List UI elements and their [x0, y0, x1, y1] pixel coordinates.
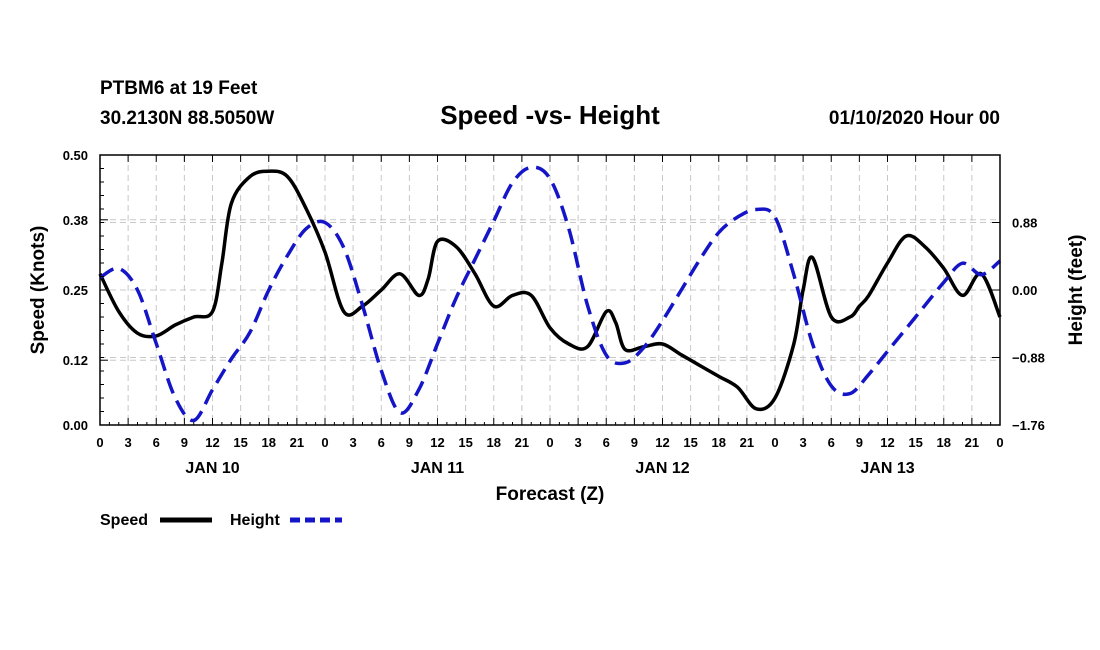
x-tick-label: 21 [515, 435, 529, 450]
x-tick-label: 0 [996, 435, 1003, 450]
y-tick-label: 0.25 [63, 283, 88, 298]
y-tick-label: 0.12 [63, 353, 88, 368]
y2-tick-label: 0.88 [1012, 216, 1037, 231]
x-tick-label: 21 [290, 435, 304, 450]
y2-tick-label: 0.00 [1012, 283, 1037, 298]
x-tick-label: 9 [856, 435, 863, 450]
x-tick-label: 18 [262, 435, 276, 450]
chart-title: Speed -vs- Height [440, 100, 660, 130]
x-tick-label: 6 [378, 435, 385, 450]
legend: Speed Height [100, 512, 342, 529]
x-tick-label: 6 [153, 435, 160, 450]
day-label: JAN 13 [860, 460, 914, 477]
day-label: JAN 11 [411, 460, 464, 477]
x-tick-label: 12 [205, 435, 219, 450]
y2-tick-labels: −1.76 −0.88 0.00 0.88 [1012, 216, 1045, 434]
station-label: PTBM6 at 19 Feet [100, 78, 258, 99]
run-time-label: 01/10/2020 Hour 00 [829, 108, 1000, 129]
x-tick-label: 3 [800, 435, 807, 450]
y-axis-title: Speed (Knots) [28, 226, 49, 355]
x-tick-label: 15 [233, 435, 247, 450]
x-tick-label: 6 [603, 435, 610, 450]
x-tick-label: 0 [321, 435, 328, 450]
x-tick-label: 18 [937, 435, 951, 450]
x-tick-label: 12 [430, 435, 444, 450]
x-tick-label: 0 [771, 435, 778, 450]
x-tick-label: 9 [181, 435, 188, 450]
series-lines [98, 165, 1002, 423]
x-tick-label: 15 [458, 435, 472, 450]
x-tick-label: 9 [631, 435, 638, 450]
x-tick-label: 3 [350, 435, 357, 450]
x-tick-label: 3 [575, 435, 582, 450]
day-labels: JAN 10 JAN 11 JAN 12 JAN 13 [185, 460, 914, 477]
y-tick-label: 0.50 [63, 148, 88, 163]
x-tick-label: 6 [828, 435, 835, 450]
legend-speed-label: Speed [100, 512, 148, 529]
day-label: JAN 10 [185, 460, 239, 477]
legend-height-label: Height [230, 512, 280, 529]
series-line-height [99, 165, 1002, 423]
x-tick-label: 3 [125, 435, 132, 450]
x-tick-label: 21 [740, 435, 754, 450]
x-tick-label: 15 [908, 435, 922, 450]
series-line-speed [98, 169, 1002, 412]
y-tick-label: 0.38 [63, 213, 88, 228]
y2-axis-title: Height (feet) [1066, 235, 1087, 346]
x-tick-label: 12 [655, 435, 669, 450]
x-tick-label: 0 [546, 435, 553, 450]
y2-tick-label: −1.76 [1012, 418, 1045, 433]
x-tick-label: 12 [880, 435, 894, 450]
x-tick-label: 9 [406, 435, 413, 450]
tick-marks [99, 154, 1001, 426]
day-label: JAN 12 [635, 460, 689, 477]
x-tick-label: 18 [712, 435, 726, 450]
y-tick-labels: 0.00 0.12 0.25 0.38 0.50 [63, 148, 88, 433]
y-tick-label: 0.00 [63, 418, 88, 433]
y2-tick-label: −0.88 [1012, 351, 1045, 366]
coords-label: 30.2130N 88.5050W [100, 108, 274, 129]
x-tick-label: 21 [965, 435, 979, 450]
x-tick-labels: 0 3 6 9 12 15 18 21 0 3 6 9 12 15 18 21 0 3 6 9 12 15 18 21 0 3 6 9… [96, 435, 1003, 450]
x-tick-label: 18 [487, 435, 501, 450]
x-axis-title: Forecast (Z) [496, 484, 605, 505]
x-tick-label: 15 [683, 435, 697, 450]
x-tick-label: 0 [96, 435, 103, 450]
